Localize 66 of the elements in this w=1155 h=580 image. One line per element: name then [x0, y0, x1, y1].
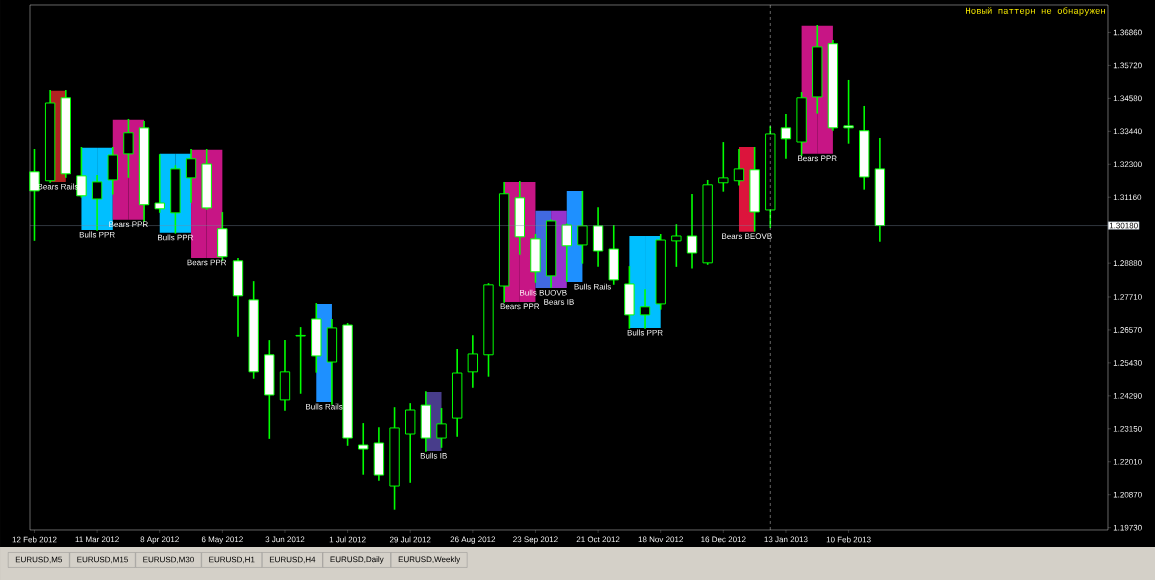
y-tick-label: 1.23150 — [1113, 425, 1142, 432]
x-tick-label: 16 Dec 2012 — [701, 536, 746, 543]
text: EURUSD,M5 — [15, 556, 62, 564]
y-tick-label: 1.25430 — [1113, 360, 1142, 366]
y-tick-label: 1.35720 — [1113, 62, 1142, 69]
x-tick-label: 23 Sep 2012 — [513, 536, 558, 544]
candlestick — [76, 147, 87, 198]
annotation: Bulls Rails — [574, 283, 611, 290]
y-tick-label: 1.33440 — [1113, 128, 1142, 135]
annotation: Bulls IB — [420, 452, 447, 459]
candlestick — [843, 79, 854, 144]
ref-line-label: 1.30180 — [1109, 222, 1138, 229]
x-tick-label: 13 Jan 2013 — [764, 536, 808, 543]
candlestick — [718, 142, 729, 192]
y-tick-label: 1.32300 — [1113, 161, 1142, 168]
candlestick — [639, 289, 651, 329]
x-tick-label: 3 Jun 2012 — [265, 536, 305, 543]
annotation: Bulls PPR — [79, 231, 115, 238]
y-tick-label: 1.22010 — [1113, 458, 1142, 465]
x-tick-label: 11 Mar 2012 — [75, 536, 119, 543]
x-tick-label: 10 Feb 2013 — [826, 536, 871, 543]
x-tick-label: 8 Apr 2012 — [140, 536, 179, 544]
y-tick-label: 1.28880 — [1113, 260, 1142, 266]
y-tick-label: 1.20870 — [1113, 491, 1142, 498]
candlestick — [671, 224, 682, 267]
candlestick — [154, 154, 165, 213]
y-tick-label: 1.19730 — [1113, 524, 1142, 531]
annotation: Bears BEOVB — [722, 233, 772, 239]
y-tick-label: 1.36860 — [1113, 29, 1142, 36]
x-tick-label: 29 Jul 2012 — [389, 536, 431, 543]
x-tick-label: 21 Oct 2012 — [576, 536, 620, 543]
candlestick — [295, 327, 306, 394]
text: EURUSD,M15 — [77, 556, 128, 564]
x-tick-label: 1 Jul 2012 — [329, 536, 366, 543]
text: EURUSD,M30 — [143, 556, 194, 564]
y-tick-label: 1.31160 — [1113, 194, 1142, 201]
annotation: Bulls PPR — [627, 329, 663, 336]
candlestick — [436, 408, 447, 448]
candlestick — [358, 423, 369, 475]
x-tick-label: 18 Nov 2012 — [638, 536, 683, 543]
y-tick-label: 1.26570 — [1113, 327, 1142, 333]
annotation: Bears PPR — [798, 155, 837, 162]
y-tick-label: 1.27710 — [1113, 294, 1142, 300]
candlestick — [733, 149, 745, 186]
candlestick — [123, 118, 134, 178]
text: EURUSD,H4 — [269, 556, 316, 564]
x-tick-label: 6 May 2012 — [201, 536, 243, 544]
candlestick — [686, 194, 698, 269]
candlestick — [561, 223, 572, 282]
annotation: Bears PPR — [500, 303, 540, 310]
candlestick — [185, 149, 197, 203]
x-tick-label: 26 Aug 2012 — [450, 536, 496, 544]
candlestick — [91, 175, 103, 231]
text: EURUSD,H1 — [209, 556, 255, 564]
candlestick — [577, 190, 588, 264]
annotation: Новый паттерн не обнаружен — [966, 7, 1105, 16]
candlestick — [467, 335, 479, 388]
annotation: Bears PPR — [187, 259, 227, 266]
candlestick — [780, 114, 792, 159]
text: EURUSD,Daily — [330, 556, 384, 564]
text: EURUSD,Weekly — [398, 556, 461, 564]
candlestick — [405, 403, 416, 483]
y-tick-label: 1.24290 — [1113, 393, 1142, 399]
annotation: Bears IB — [544, 299, 574, 305]
x-tick-label: 12 Feb 2012 — [12, 536, 57, 543]
y-tick-label: 1.34580 — [1113, 95, 1142, 102]
